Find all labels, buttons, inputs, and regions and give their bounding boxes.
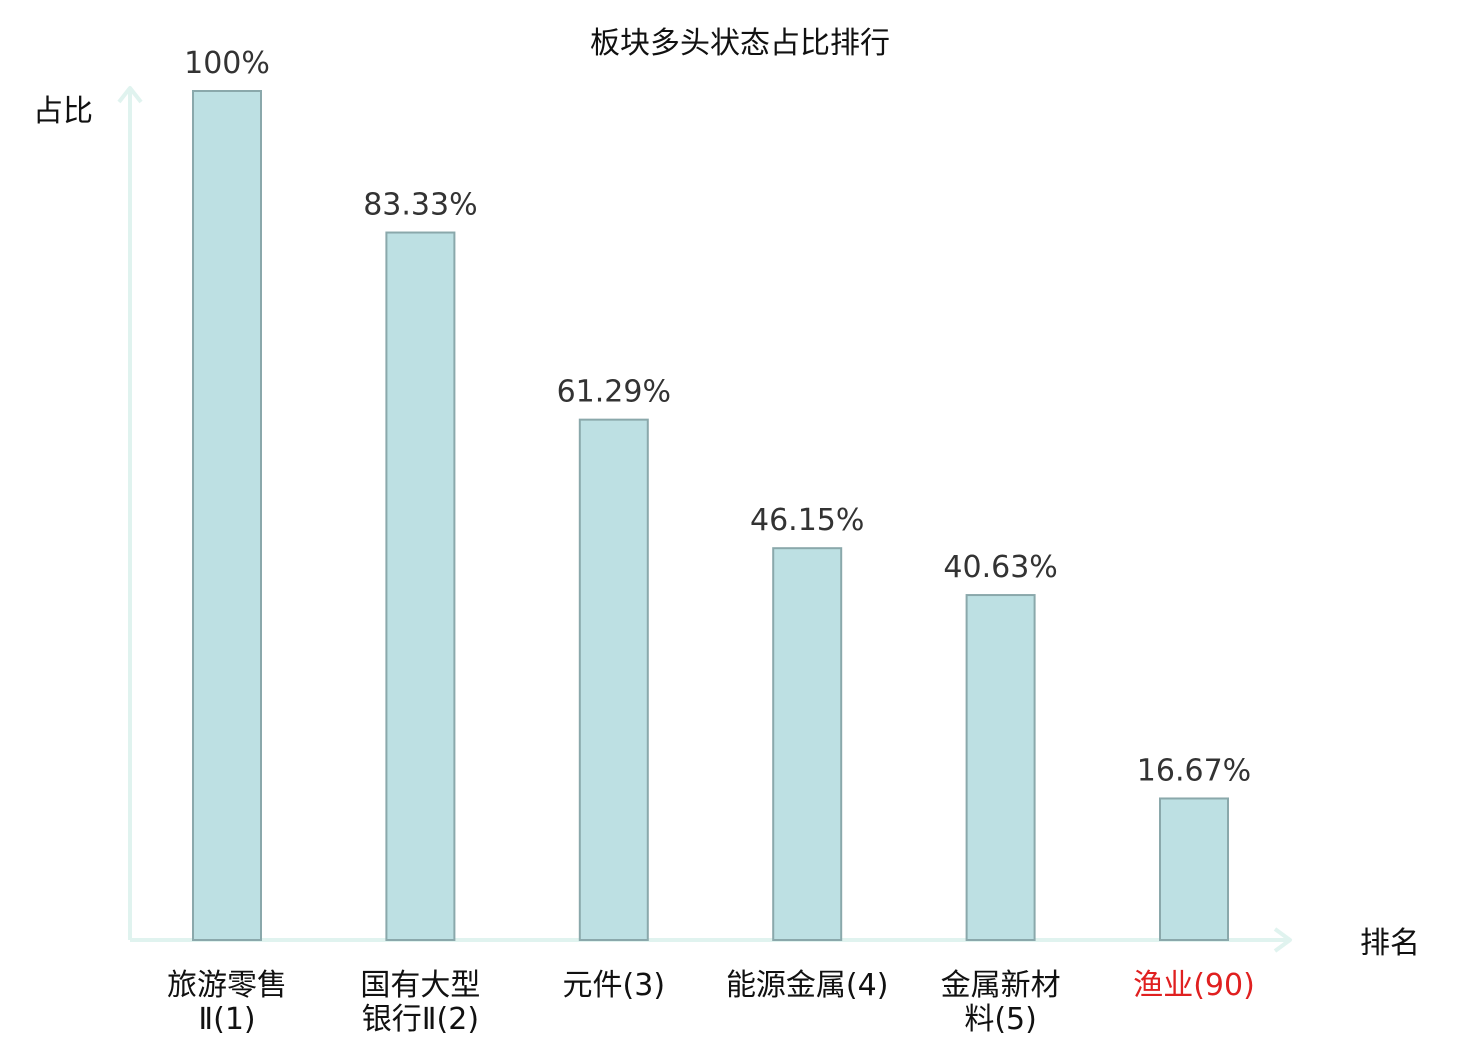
bar: [385, 231, 456, 941]
category-label: 旅游零售 Ⅱ(1): [167, 968, 287, 1037]
x-axis-arrow: [1273, 927, 1292, 953]
category-label-line: 金属新材: [941, 968, 1061, 1003]
bars-group: [192, 90, 1229, 942]
bar: [772, 547, 843, 942]
data-label: 40.63%: [943, 550, 1057, 585]
category-label-line: 旅游零售: [167, 968, 287, 1003]
data-label: 16.67%: [1137, 753, 1251, 788]
bar: [578, 418, 649, 941]
category-label: 渔业(90): [1133, 968, 1255, 1003]
category-label-line: 渔业(90): [1133, 968, 1255, 1003]
x-axis-label: 排名: [1360, 926, 1420, 961]
category-label-line: 料(5): [964, 1002, 1037, 1037]
data-label: 100%: [184, 46, 270, 81]
category-label: 国有大型银行Ⅱ(2): [360, 968, 480, 1037]
axes: [117, 86, 1292, 953]
category-label-line: 国有大型: [360, 968, 480, 1003]
category-label: 元件(3): [563, 968, 666, 1003]
data-label: 46.15%: [750, 503, 864, 538]
category-label-line: 能源金属(4): [726, 968, 889, 1003]
category-label-line: Ⅱ(1): [198, 1002, 255, 1037]
chart-title: 板块多头状态占比排行: [590, 26, 890, 61]
bar: [965, 594, 1036, 941]
bar: [1159, 797, 1229, 941]
bar: [192, 90, 262, 941]
data-label: 61.29%: [557, 375, 671, 410]
y-axis-label: 占比: [33, 94, 93, 129]
category-label: 能源金属(4): [726, 968, 889, 1003]
category-label-line: 银行Ⅱ(2): [362, 1002, 479, 1037]
y-axis-arrow: [117, 86, 143, 104]
category-labels-group: 旅游零售 Ⅱ(1) 国有大型银行Ⅱ(2) 元件(3) 能源金属(4) 金属新材料(5) 渔业…: [167, 968, 1255, 1037]
data-label: 83.33%: [363, 188, 477, 223]
category-label-line: 元件(3): [563, 968, 666, 1003]
category-label: 金属新材料(5): [941, 968, 1061, 1037]
value-labels-group: 100% 83.33% 61.29% 46.15% 40.63% 16.67%: [184, 46, 1251, 788]
